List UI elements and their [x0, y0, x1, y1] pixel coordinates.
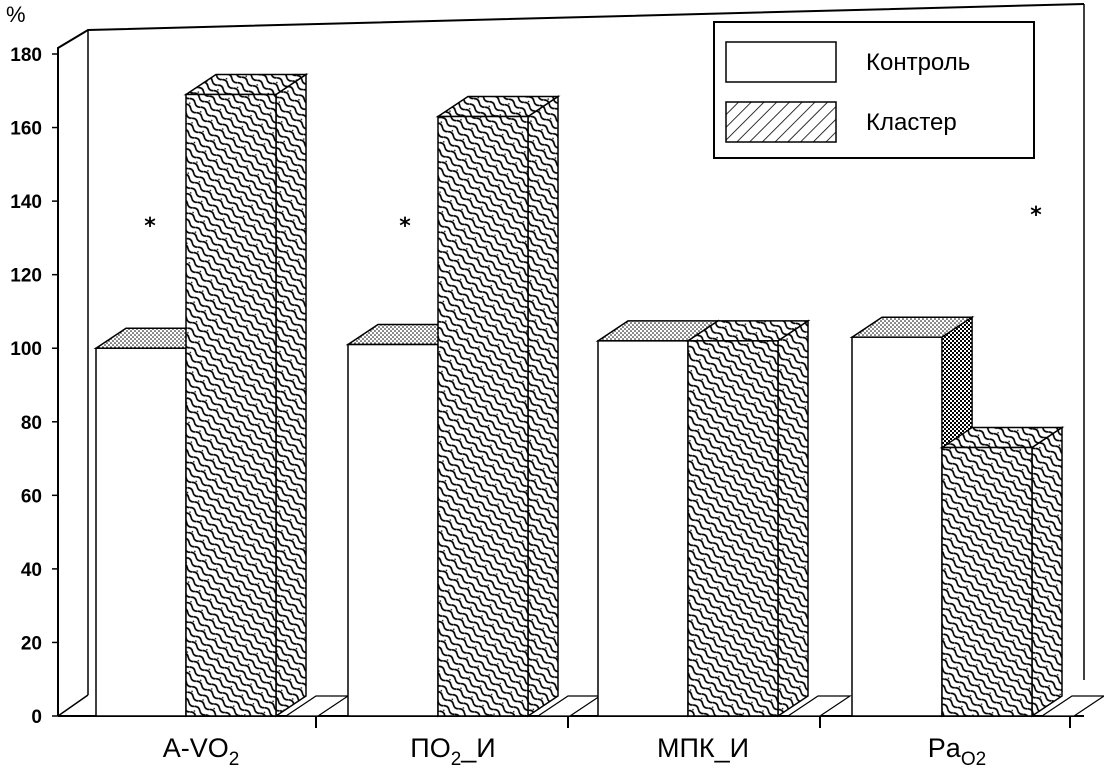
bar-cluster-2 — [685, 319, 811, 718]
x-tick-label: A-VO2 — [163, 733, 240, 770]
y-tick-label: 120 — [10, 266, 42, 287]
x-tick-label: ПО2_И — [410, 733, 495, 770]
significance-marks: * * * — [144, 203, 1042, 239]
legend-swatch-control — [725, 41, 837, 83]
legend-label-cluster: Кластер — [866, 109, 957, 136]
floor-ledge — [1040, 695, 1104, 717]
y-tick-label: 140 — [10, 192, 42, 213]
x-tick-label: PaO2 — [928, 733, 986, 770]
plot-frame — [57, 3, 1085, 717]
bar-cluster-0 — [183, 73, 309, 718]
significance-star: * — [144, 214, 156, 239]
significance-star: * — [1030, 203, 1042, 228]
bars — [93, 73, 1104, 718]
y-tick-label: 20 — [21, 633, 42, 654]
floor-ledge — [786, 695, 852, 717]
category-labels: A-VO2 ПО2_И МПК_И PaO2 — [163, 733, 986, 770]
bar-cluster-1 — [435, 95, 561, 718]
legend: Контроль Кластер — [713, 21, 1035, 159]
bar-control-side-exposed — [941, 316, 973, 449]
y-tick-label: 60 — [21, 486, 42, 507]
y-tick-label: 100 — [10, 339, 42, 360]
y-tick-label: 180 — [10, 45, 42, 66]
y-tick-label: 40 — [21, 560, 42, 581]
y-unit-label: % — [6, 2, 26, 27]
legend-label-control: Контроль — [866, 49, 970, 76]
y-axis: 0 20 40 60 80 100 120 140 160 180 — [10, 45, 58, 728]
y-tick-label: 160 — [10, 119, 42, 140]
y-tick-label: 80 — [21, 413, 42, 434]
y-tick-label: 0 — [31, 707, 42, 728]
significance-star: * — [399, 214, 411, 239]
legend-swatch-cluster — [725, 101, 837, 143]
x-tick-label: МПК_И — [657, 733, 749, 763]
bar-cluster-3 — [939, 426, 1065, 718]
